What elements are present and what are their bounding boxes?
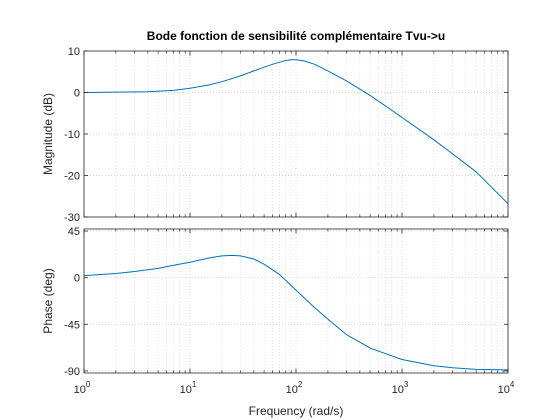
x-tick-label: 101 xyxy=(180,380,197,396)
x-tick-label: 103 xyxy=(392,380,409,396)
magnitude-y-tick-label: 0 xyxy=(74,88,80,100)
magnitude-panel: 10 0 -10 -20 -30 Magnitude (dB) xyxy=(41,46,509,224)
magnitude-y-tick-label: 10 xyxy=(68,46,80,58)
chart-title: Bode fonction de sensibilité complémenta… xyxy=(147,29,445,43)
phase-y-tick-label: -45 xyxy=(64,319,80,331)
phase-panel: 45 0 -45 -90 Phase (deg) 100 101 102 103 104 xyxy=(41,226,515,396)
magnitude-y-tick-label: -30 xyxy=(64,212,80,224)
phase-series-line xyxy=(83,254,509,371)
magnitude-series-line xyxy=(83,59,509,205)
phase-y-axis-label: Phase (deg) xyxy=(41,268,55,333)
phase-y-tick-label: 0 xyxy=(74,273,80,285)
magnitude-y-tick-label: -20 xyxy=(64,171,80,183)
x-tick-label: 102 xyxy=(286,380,303,396)
phase-y-tick-label: -90 xyxy=(64,366,80,378)
x-tick-label: 104 xyxy=(498,380,515,396)
magnitude-y-axis-label: Magnitude (dB) xyxy=(41,93,55,175)
magnitude-y-tick-label: -10 xyxy=(64,129,80,141)
x-tick-label: 100 xyxy=(74,380,91,396)
phase-y-tick-label: 45 xyxy=(68,226,80,238)
x-axis-label: Frequency (rad/s) xyxy=(249,404,344,418)
